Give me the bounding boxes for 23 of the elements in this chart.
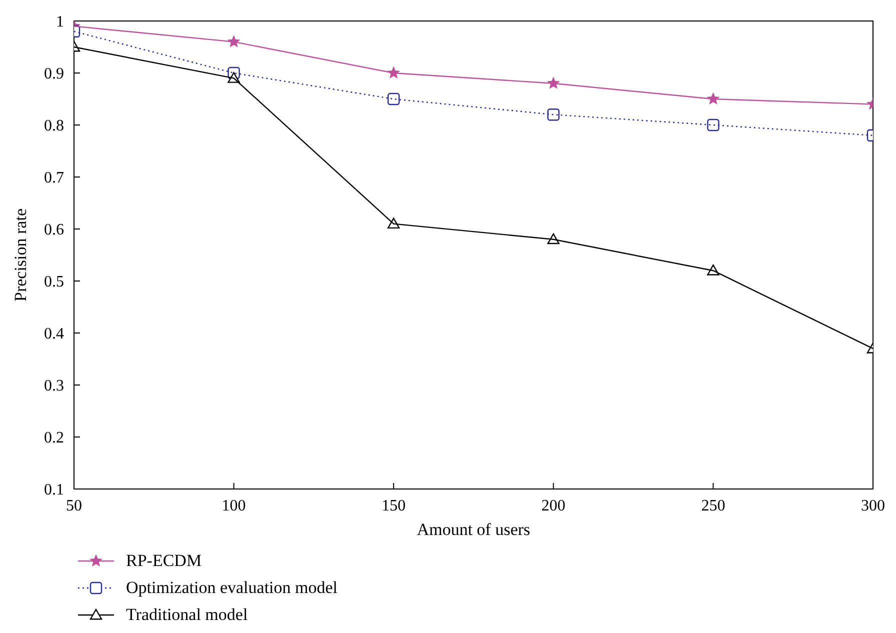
y-tick-label: 0.6 [44, 222, 64, 239]
x-axis-title: Amount of users [416, 520, 530, 539]
y-tick-label: 0.4 [44, 326, 64, 343]
x-tick-label: 300 [861, 497, 885, 514]
x-tick-label: 200 [541, 497, 566, 514]
y-axis-title: Precision rate [11, 208, 30, 302]
legend-label: Optimization evaluation model [126, 578, 338, 598]
x-tick-label: 150 [382, 497, 406, 514]
x-tick-label: 50 [66, 497, 82, 514]
y-tick-label: 0.8 [44, 118, 64, 135]
y-tick-label: 0.1 [44, 482, 64, 499]
legend-label: Traditional model [126, 604, 248, 624]
y-tick-label: 0.5 [44, 274, 64, 291]
y-tick-label: 1 [56, 14, 64, 31]
y-tick-label: 0.9 [44, 66, 64, 83]
point [547, 108, 560, 121]
x-tick-label: 100 [222, 497, 246, 514]
x-tick-label: 250 [701, 497, 726, 514]
y-tick-label: 0.3 [44, 378, 64, 395]
y-tick-label: 0.7 [44, 170, 64, 187]
legend-label: RP-ECDM [126, 550, 202, 570]
point [388, 92, 400, 106]
y-tick-label: 0.2 [44, 430, 64, 447]
